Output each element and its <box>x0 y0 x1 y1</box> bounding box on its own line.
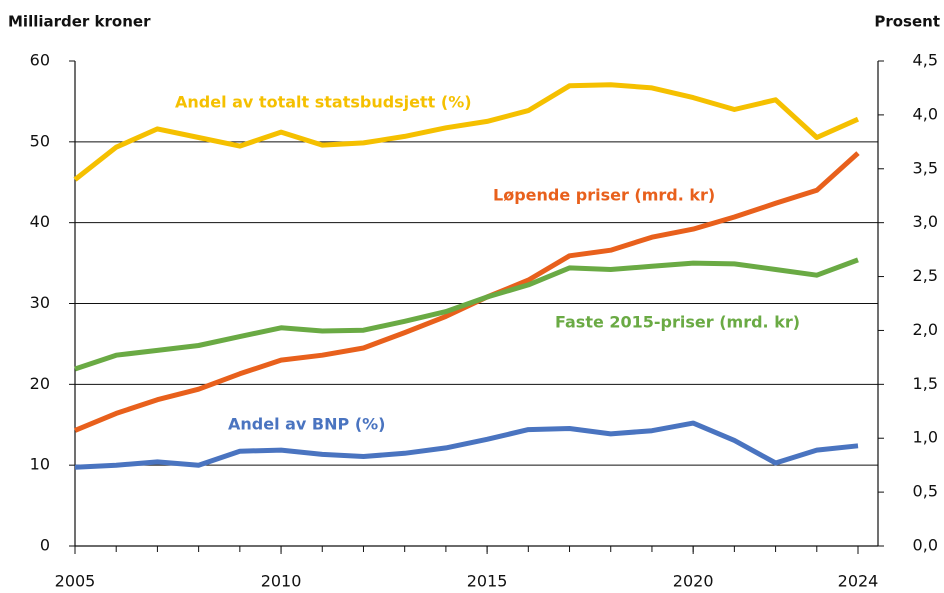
y2-tick-label: 4,0 <box>913 104 938 123</box>
y-tick-label: 20 <box>30 374 50 393</box>
x-tick-label: 2010 <box>261 572 302 591</box>
x-tick-label: 2005 <box>55 572 96 591</box>
y2-axis-label: Prosent <box>874 13 940 31</box>
y-tick-label: 50 <box>30 131 50 150</box>
y-tick-label: 60 <box>30 51 50 70</box>
y-tick-label: 10 <box>30 455 50 474</box>
x-tick-label: 2024 <box>838 572 879 591</box>
series-line <box>73 82 860 182</box>
series-label: Andel av totalt statsbudsjett (%) <box>175 93 472 112</box>
y-axis-label: Milliarder kroner <box>8 13 151 31</box>
y2-tick-label: 3,0 <box>913 212 938 231</box>
series-line <box>74 151 860 433</box>
series-label: Løpende priser (mrd. kr) <box>493 186 715 205</box>
y2-tick-label: 1,0 <box>913 428 938 447</box>
y2-tick-label: 3,5 <box>913 158 938 177</box>
y2-tick-label: 2,0 <box>913 320 938 339</box>
x-tick-label: 2015 <box>467 572 508 591</box>
series-line <box>74 420 859 470</box>
y2-tick-label: 0,5 <box>913 482 938 501</box>
series-line <box>74 257 859 372</box>
y2-tick-label: 1,5 <box>913 374 938 393</box>
y-tick-label: 30 <box>30 293 50 312</box>
y2-tick-label: 2,5 <box>913 266 938 285</box>
y2-tick-label: 0,0 <box>913 536 938 555</box>
y-tick-label: 0 <box>40 536 50 555</box>
series-label: Faste 2015-priser (mrd. kr) <box>555 313 800 332</box>
y-tick-label: 40 <box>30 212 50 231</box>
x-tick-label: 2020 <box>673 572 714 591</box>
series-label: Andel av BNP (%) <box>228 415 385 434</box>
y2-tick-label: 4,5 <box>913 51 938 70</box>
